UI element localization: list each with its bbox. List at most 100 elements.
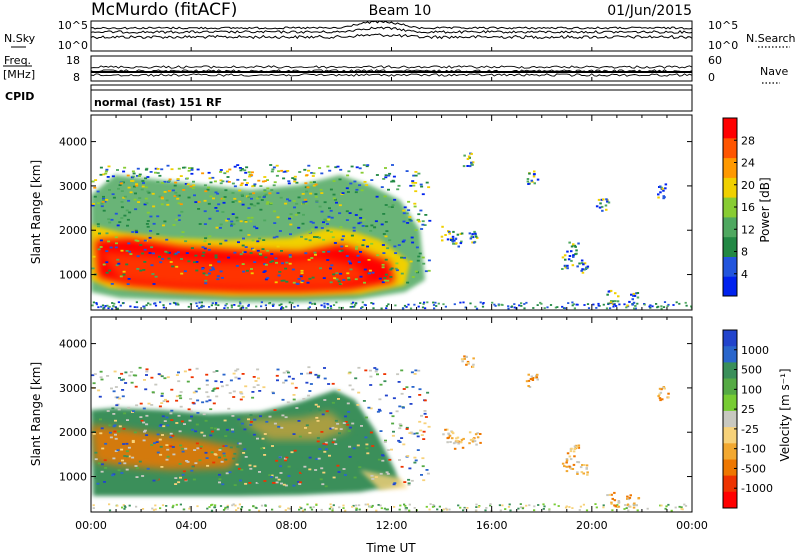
data-cell xyxy=(196,505,199,508)
data-cell xyxy=(636,296,640,299)
data-cell xyxy=(159,261,163,264)
data-cell xyxy=(277,478,281,481)
data-cell xyxy=(114,212,118,215)
data-cell xyxy=(386,449,390,451)
data-cell xyxy=(194,462,198,465)
data-cell xyxy=(426,301,429,304)
data-cell xyxy=(323,201,327,204)
data-cell xyxy=(141,185,145,188)
data-cell xyxy=(109,436,113,439)
data-cell xyxy=(197,201,201,203)
data-cell xyxy=(625,306,628,309)
data-cell xyxy=(537,504,540,506)
data-cell xyxy=(257,377,260,380)
data-cell xyxy=(170,419,174,421)
data-cell xyxy=(476,432,479,435)
data-cell xyxy=(250,268,253,270)
data-cell xyxy=(360,189,364,192)
data-cell xyxy=(135,184,139,187)
data-cell xyxy=(111,407,115,410)
data-cell xyxy=(305,424,309,427)
data-cell xyxy=(172,504,175,507)
data-cell xyxy=(251,391,255,393)
data-cell xyxy=(402,443,406,446)
data-cell xyxy=(288,199,292,202)
data-cell xyxy=(155,478,159,480)
data-cell xyxy=(116,169,119,171)
data-cell xyxy=(451,431,454,434)
data-cell xyxy=(169,436,173,439)
data-cell xyxy=(398,427,402,430)
data-cell xyxy=(337,471,341,473)
data-cell xyxy=(300,272,304,274)
data-cell xyxy=(131,439,135,442)
data-cell xyxy=(328,507,331,510)
data-cell xyxy=(122,196,126,199)
data-cell xyxy=(586,265,590,268)
data-cell xyxy=(666,305,669,308)
data-cell xyxy=(355,245,359,248)
data-cell xyxy=(407,209,411,212)
data-cell xyxy=(533,170,536,173)
data-cell xyxy=(201,401,205,404)
data-cell xyxy=(353,305,356,308)
data-cell xyxy=(549,304,553,306)
data-cell xyxy=(446,238,450,241)
data-cell xyxy=(451,437,454,440)
data-cell xyxy=(348,445,352,448)
data-cell xyxy=(238,442,242,445)
data-cell xyxy=(245,307,248,309)
data-cell xyxy=(355,504,358,507)
data-cell xyxy=(108,431,112,434)
data-cell xyxy=(462,301,465,304)
data-cell xyxy=(102,199,106,202)
data-cell xyxy=(363,181,367,183)
data-cell xyxy=(210,451,214,454)
data-cell xyxy=(149,171,153,173)
data-cell xyxy=(657,395,660,398)
data-cell xyxy=(408,467,412,470)
data-cell xyxy=(302,201,306,203)
data-cell xyxy=(381,454,384,456)
data-cell xyxy=(329,188,333,191)
data-cell xyxy=(383,277,387,279)
data-cell xyxy=(605,198,608,201)
data-cell xyxy=(329,305,332,308)
data-cell xyxy=(415,432,419,435)
noise-panel: 10^5 10^0 10^5 10^0 xyxy=(58,19,738,52)
data-cell xyxy=(260,199,264,201)
noise-left-tick-bottom: 10^0 xyxy=(58,39,88,52)
data-cell xyxy=(161,434,164,436)
data-cell xyxy=(220,277,224,279)
data-cell xyxy=(312,506,315,508)
data-cell xyxy=(429,503,432,505)
data-cell xyxy=(662,306,666,308)
data-cell xyxy=(451,432,455,435)
data-cell xyxy=(229,379,233,382)
power-colorbar-step xyxy=(723,177,737,198)
data-cell xyxy=(131,175,135,178)
data-cell xyxy=(268,192,272,195)
data-cell xyxy=(409,260,413,263)
data-cell xyxy=(448,508,451,511)
data-cell xyxy=(572,255,575,258)
data-cell xyxy=(110,283,114,285)
data-cell xyxy=(411,181,415,184)
data-cell xyxy=(257,179,261,182)
data-cell xyxy=(339,428,343,430)
data-cell xyxy=(206,464,210,467)
data-cell xyxy=(690,305,692,308)
data-cell xyxy=(179,444,183,447)
data-cell xyxy=(498,504,501,507)
data-cell xyxy=(272,236,276,239)
data-cell xyxy=(613,303,616,306)
data-cell xyxy=(528,172,531,175)
data-cell xyxy=(165,199,169,202)
power-colorbar-tick-label: 24 xyxy=(741,157,755,170)
data-cell xyxy=(329,503,332,506)
data-cell xyxy=(240,468,244,471)
data-cell xyxy=(633,294,637,297)
data-cell xyxy=(321,483,325,486)
data-cell xyxy=(397,244,401,246)
data-cell xyxy=(232,372,236,375)
